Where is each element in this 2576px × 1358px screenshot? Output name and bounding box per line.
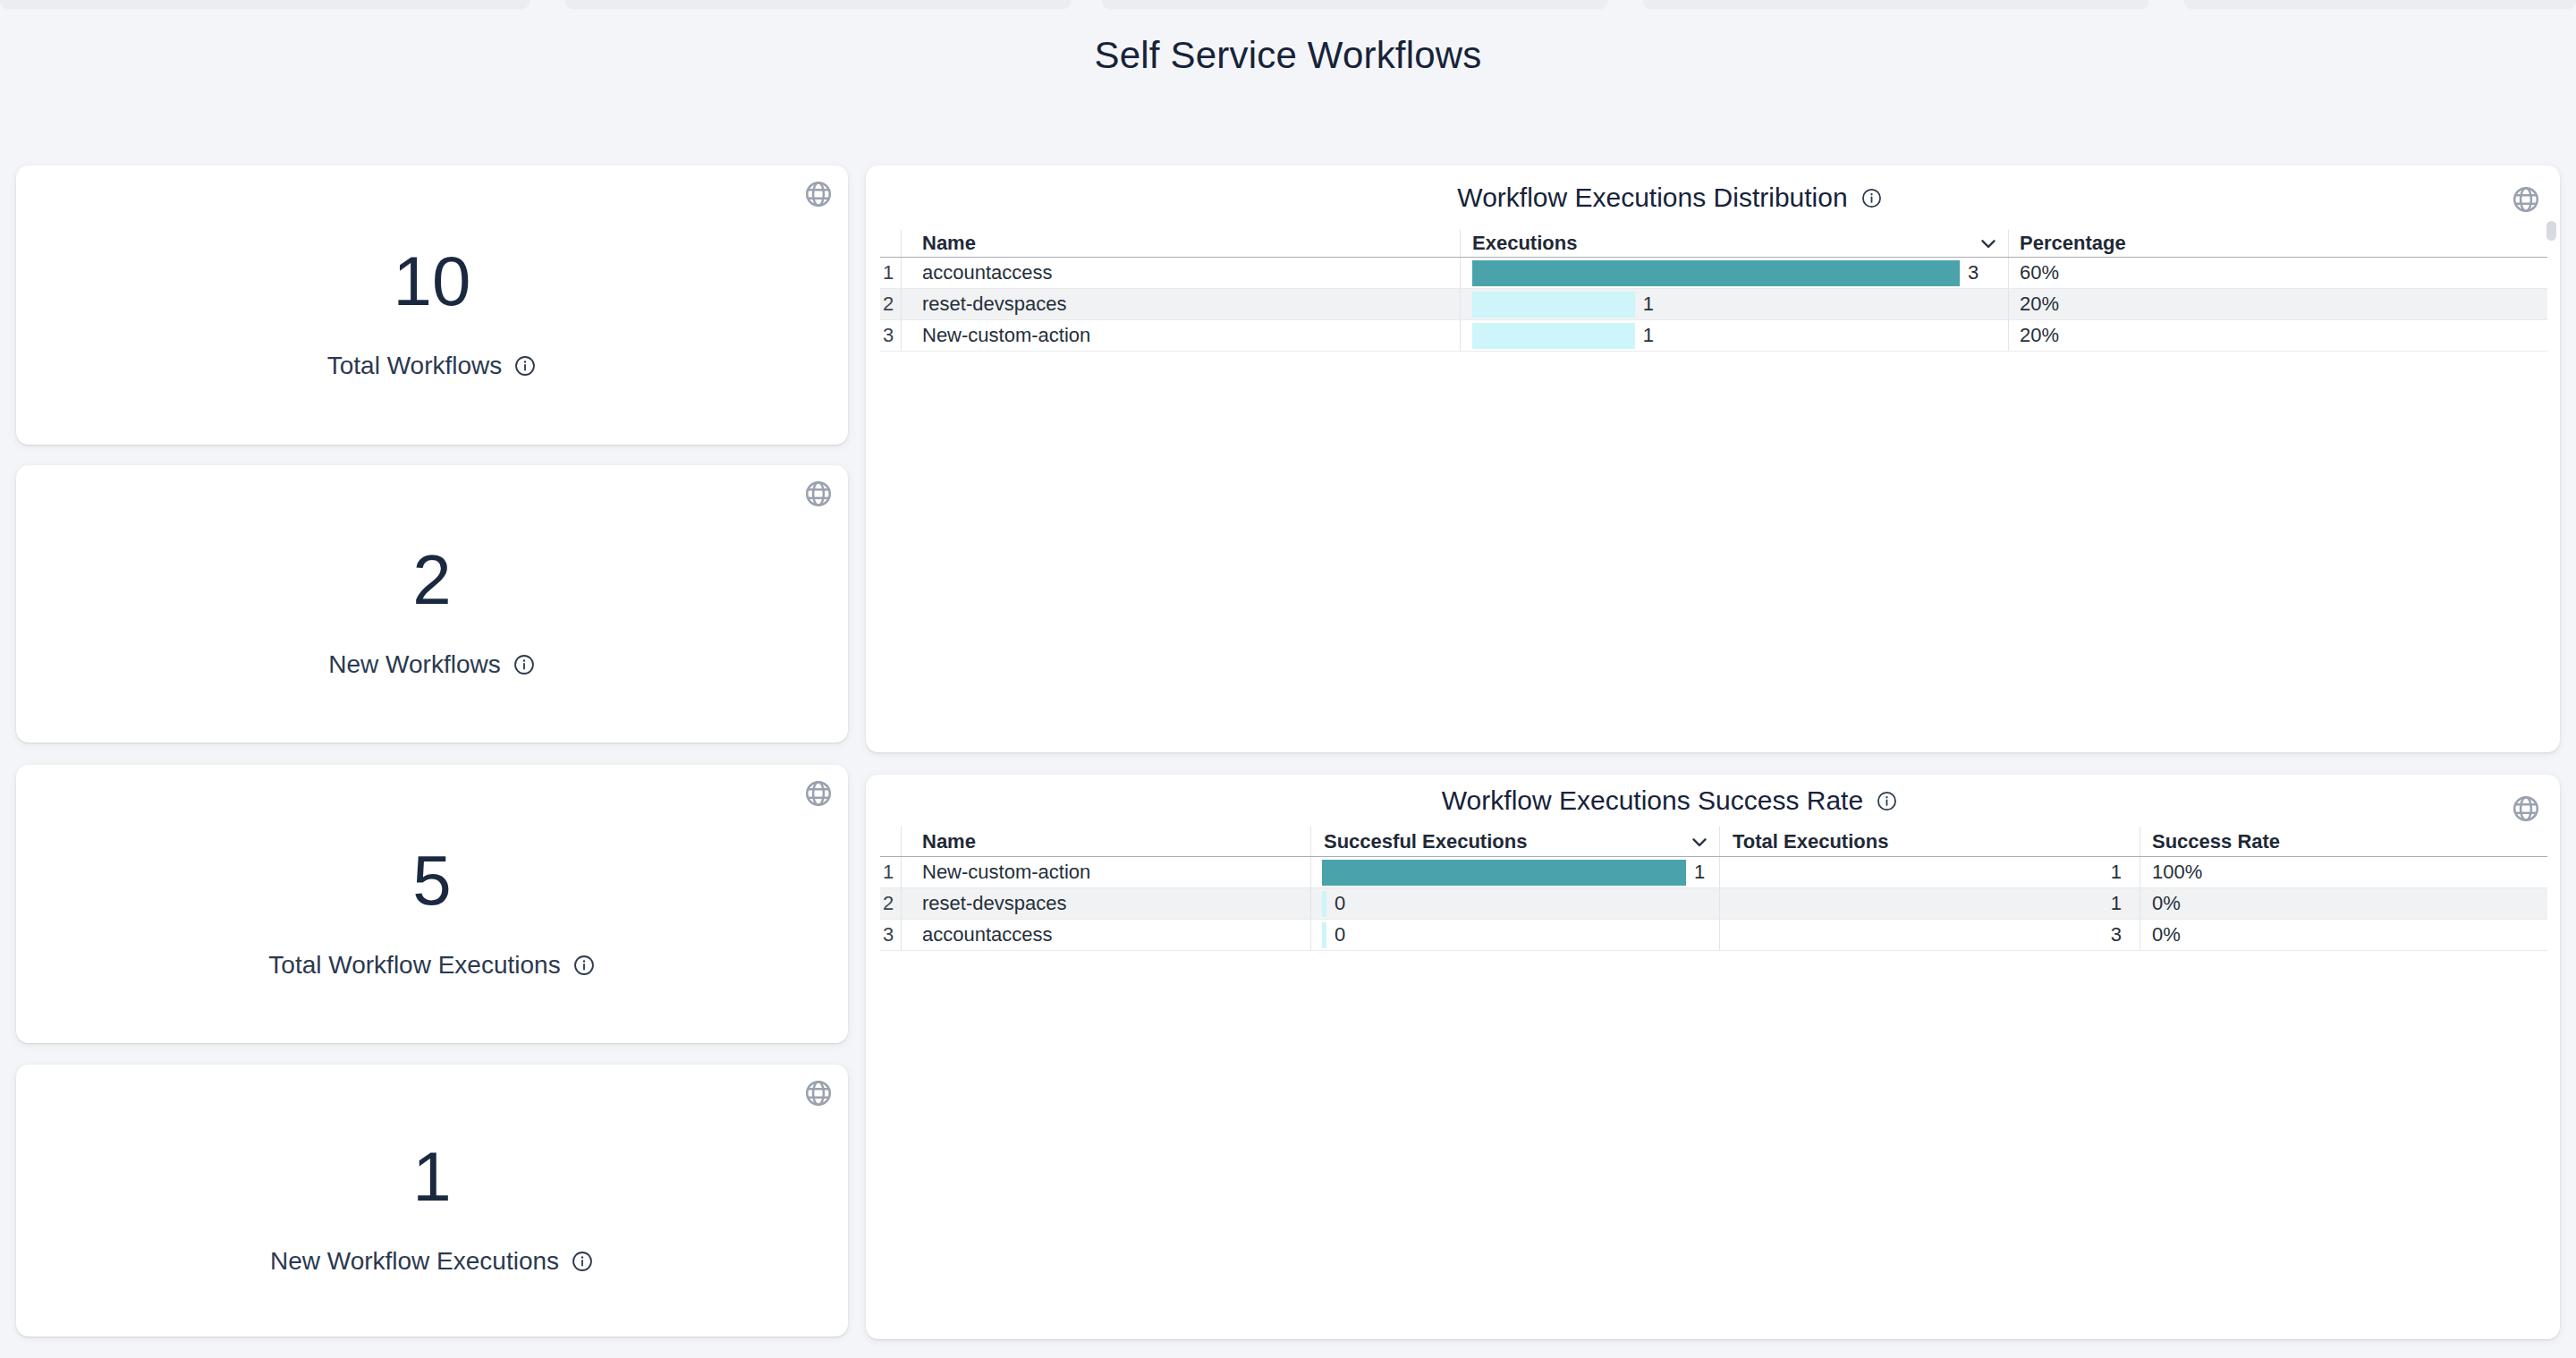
panel-title: Workflow Executions Distribution — [1457, 182, 1847, 213]
workflow-name: accountaccess — [901, 258, 1460, 288]
executions-value: 1 — [1643, 293, 1654, 316]
info-icon[interactable] — [513, 653, 536, 676]
total-executions-value: 1 — [1719, 857, 2140, 887]
executions-value: 3 — [1968, 261, 1979, 284]
page-title: Self Service Workflows — [0, 34, 2576, 77]
top-card-strip — [2184, 0, 2576, 8]
stat-value: 5 — [412, 845, 451, 915]
info-icon[interactable] — [513, 354, 537, 378]
successful-executions-value: 1 — [1694, 861, 1705, 884]
success-rate-value: 100% — [2140, 857, 2547, 887]
success-rate-table: Name Succesful Executions Total Executio… — [880, 827, 2547, 951]
executions-bar — [1472, 260, 1960, 286]
executions-bar — [1472, 323, 1635, 349]
column-header-total-executions[interactable]: Total Executions — [1719, 827, 2140, 856]
distribution-table: Name Executions Percentage 1 accountacce… — [880, 230, 2547, 352]
successful-bar-cell: 1 — [1310, 857, 1719, 887]
column-header-success-rate[interactable]: Success Rate — [2140, 827, 2547, 856]
top-card-strip — [1643, 0, 2148, 8]
column-header-name[interactable]: Name — [901, 827, 1310, 856]
total-executions-value: 3 — [1719, 920, 2140, 950]
globe-icon[interactable] — [2511, 794, 2541, 824]
info-icon[interactable] — [1860, 187, 1883, 209]
successful-executions-value: 0 — [1335, 892, 1345, 915]
executions-bar-cell: 1 — [1460, 289, 2008, 319]
successful-executions-bar — [1322, 860, 1686, 886]
column-header-percentage[interactable]: Percentage — [2008, 230, 2547, 257]
stat-label: Total Workflow Executions — [268, 951, 560, 980]
info-icon[interactable] — [1876, 790, 1898, 812]
table-row: 2 reset-devspaces 1 20% — [880, 289, 2547, 320]
successful-executions-bar — [1322, 922, 1326, 948]
stat-value: 1 — [412, 1142, 451, 1211]
table-row: 1 accountaccess 3 60% — [880, 258, 2547, 289]
executions-bar-cell: 1 — [1460, 320, 2008, 351]
scrollbar-thumb[interactable] — [2546, 221, 2556, 241]
stat-card-new-workflows: 2 New Workflows — [16, 465, 848, 743]
successful-bar-cell: 0 — [1310, 888, 1719, 919]
percentage-value: 20% — [2008, 289, 2547, 319]
successful-bar-cell: 0 — [1310, 920, 1719, 950]
total-executions-value: 1 — [1719, 888, 2140, 919]
stat-card-total-workflows: 10 Total Workflows — [16, 166, 848, 445]
column-header-executions[interactable]: Executions — [1460, 230, 2008, 257]
panel-title: Workflow Executions Success Rate — [1442, 785, 1863, 816]
sort-chevron-down-icon — [1688, 830, 1711, 853]
workflow-name: New-custom-action — [901, 857, 1310, 887]
dashboard-screen: Self Service Workflows 10 Total Workflow… — [0, 0, 2576, 1358]
sort-chevron-down-icon — [1977, 232, 2000, 255]
success-rate-value: 0% — [2140, 920, 2547, 950]
executions-bar — [1472, 292, 1635, 318]
stat-value: 10 — [394, 246, 471, 316]
globe-icon[interactable] — [803, 479, 834, 509]
success-rate-value: 0% — [2140, 888, 2547, 919]
workflow-name: reset-devspaces — [901, 289, 1460, 319]
info-icon[interactable] — [572, 954, 596, 977]
percentage-value: 60% — [2008, 258, 2547, 288]
top-card-strip — [1102, 0, 1607, 8]
globe-icon[interactable] — [2511, 184, 2541, 215]
globe-icon[interactable] — [803, 179, 834, 209]
top-card-strip — [0, 0, 530, 8]
top-card-strip — [565, 0, 1071, 8]
stat-label: New Workflows — [328, 650, 500, 679]
globe-icon[interactable] — [803, 778, 834, 809]
workflow-name: reset-devspaces — [901, 888, 1310, 919]
stat-value: 2 — [412, 545, 451, 615]
successful-executions-bar — [1322, 891, 1326, 917]
panel-workflow-executions-success-rate: Workflow Executions Success Rate Name Su… — [866, 775, 2560, 1339]
table-row: 3 New-custom-action 1 20% — [880, 320, 2547, 352]
column-header-successful-executions[interactable]: Succesful Executions — [1310, 827, 1719, 856]
stat-card-total-workflow-executions: 5 Total Workflow Executions — [16, 765, 848, 1043]
info-icon[interactable] — [571, 1250, 594, 1273]
workflow-name: New-custom-action — [901, 320, 1460, 351]
stat-label: Total Workflows — [327, 352, 503, 380]
percentage-value: 20% — [2008, 320, 2547, 351]
executions-value: 1 — [1643, 324, 1654, 347]
globe-icon[interactable] — [803, 1078, 834, 1108]
table-row: 1 New-custom-action 1 1 100% — [880, 857, 2547, 888]
column-header-name[interactable]: Name — [901, 230, 1460, 257]
executions-bar-cell: 3 — [1460, 258, 2008, 288]
workflow-name: accountaccess — [901, 920, 1310, 950]
table-header-row: Name Succesful Executions Total Executio… — [880, 827, 2547, 857]
table-row: 2 reset-devspaces 0 1 0% — [880, 888, 2547, 920]
panel-workflow-executions-distribution: Workflow Executions Distribution Name Ex… — [866, 166, 2560, 752]
successful-executions-value: 0 — [1335, 923, 1345, 946]
table-row: 3 accountaccess 0 3 0% — [880, 920, 2547, 951]
stat-label: New Workflow Executions — [270, 1247, 559, 1276]
stat-card-new-workflow-executions: 1 New Workflow Executions — [16, 1065, 848, 1337]
table-header-row: Name Executions Percentage — [880, 230, 2547, 258]
